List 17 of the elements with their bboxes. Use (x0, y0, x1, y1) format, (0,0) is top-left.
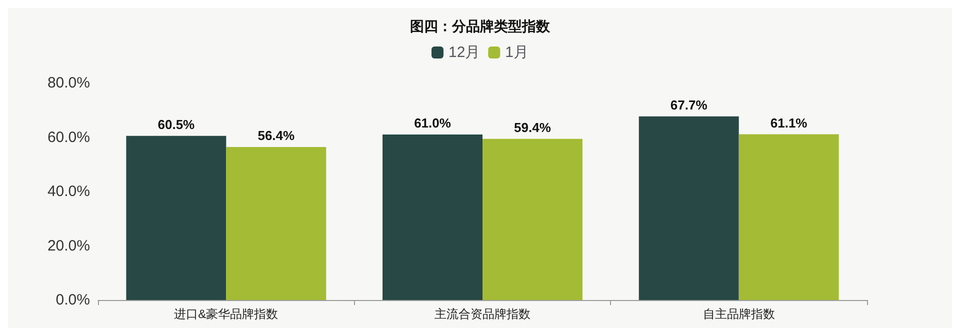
legend-label: 12月 (448, 44, 480, 61)
x-tick-label: 进口&豪华品牌指数 (174, 307, 278, 321)
legend-label: 1月 (505, 44, 529, 61)
y-tick-label: 80.0% (47, 74, 90, 92)
data-label: 61.1% (770, 115, 808, 130)
y-tick-label: 60.0% (47, 128, 90, 146)
data-label: 67.7% (670, 97, 708, 112)
x-tick-label: 自主品牌指数 (702, 307, 775, 321)
y-tick-label: 40.0% (47, 183, 90, 200)
x-tick-label: 主流合资品牌指数 (434, 307, 530, 321)
data-label: 61.0% (414, 116, 452, 131)
y-tick-label: 20.0% (47, 237, 90, 254)
y-tick-label: 0.0% (56, 292, 90, 308)
chart-title: 图四：分品牌类型指数 (410, 18, 551, 34)
data-label: 60.5% (158, 116, 196, 132)
data-label: 59.4% (514, 120, 552, 135)
data-label: 56.4% (258, 128, 296, 144)
